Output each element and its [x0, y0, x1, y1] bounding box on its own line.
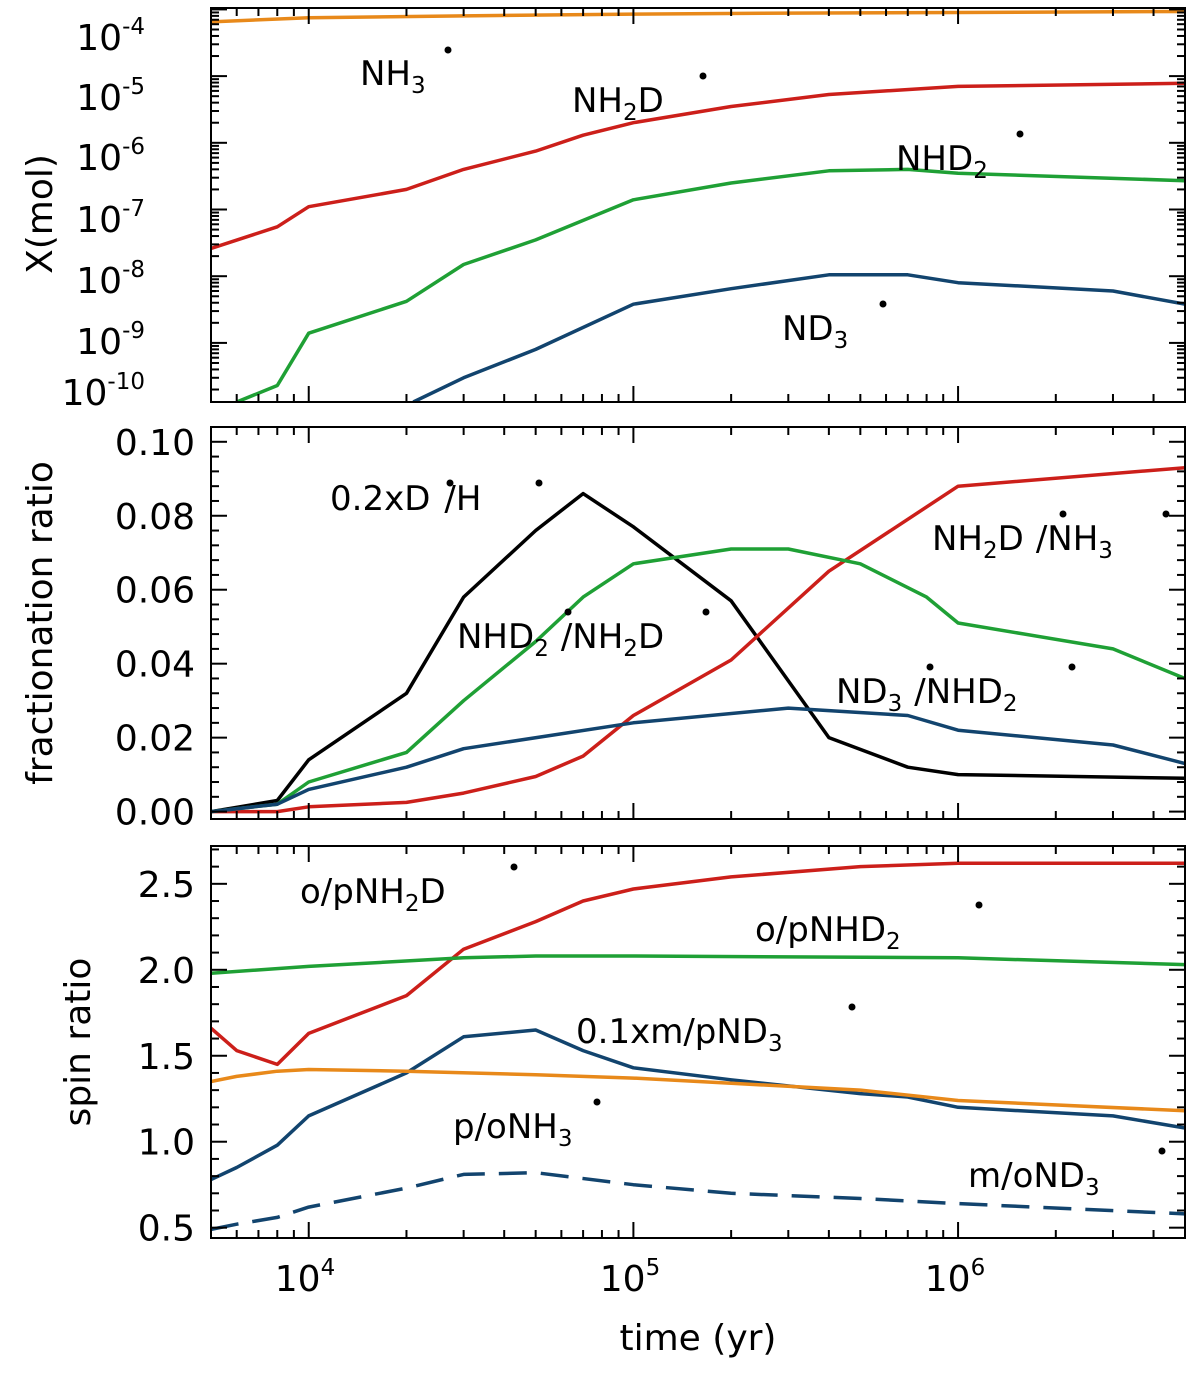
- ytick-label: 1.0: [138, 1123, 195, 1164]
- radical-dot: [535, 479, 543, 487]
- radical-dot: [593, 1098, 601, 1106]
- ytick-label: 10-6: [76, 134, 145, 179]
- ytick-label: 0.04: [115, 645, 195, 686]
- series-line-0-2xd-h-: [211, 491, 1185, 814]
- label-nd3: ND3: [782, 309, 848, 354]
- xtick-label: 105: [600, 1255, 660, 1300]
- radical-dot: [848, 1003, 856, 1011]
- xtick-label: 106: [925, 1255, 985, 1300]
- ylabel-spin: spin ratio: [58, 958, 99, 1127]
- label-nd3-nhd2: ND3/NHD2: [836, 672, 1018, 717]
- ytick-label: 2.5: [138, 865, 195, 906]
- ytick-label: 0.00: [115, 793, 195, 834]
- ytick-label: 0.08: [115, 497, 195, 538]
- xlabel-time: time (yr): [620, 1318, 777, 1359]
- radical-dot: [926, 663, 934, 671]
- ytick-label: 0.10: [115, 423, 195, 464]
- ytick-label: 10-10: [62, 369, 145, 414]
- series-line-o-pnh2d-: [211, 861, 1185, 1067]
- series-line-o-pnhd2-: [211, 954, 1185, 975]
- radical-dot: [879, 300, 887, 308]
- yticks-abundance: 10-10 10-9 10-8 10-7 10-6 10-5 10-4: [62, 14, 145, 414]
- series-line-nh3-: [211, 9, 1185, 24]
- radical-dot: [564, 608, 572, 616]
- ytick-label: 0.5: [138, 1209, 195, 1250]
- radical-dot: [1162, 510, 1170, 518]
- series-line-nh2d-: [211, 81, 1185, 251]
- radical-dot: [975, 901, 983, 909]
- ytick-label: 10-8: [76, 257, 145, 302]
- label-po-nh3: p/oNH3: [453, 1107, 572, 1152]
- series-line-nh2d-nh3-: [211, 465, 1185, 814]
- panel-spin-frame: [210, 845, 1186, 1239]
- series-line-nd3-: [412, 273, 1185, 402]
- label-nh2d-nh3: NH2D/NH3: [932, 519, 1113, 564]
- ytick-label: 1.5: [138, 1037, 195, 1078]
- label-mo-nd3: m/oND3: [968, 1156, 1100, 1201]
- ytick-label: 10-9: [76, 318, 145, 363]
- series-line-p-onh3-: [211, 1067, 1185, 1113]
- panel-fractionation-frame: [210, 426, 1186, 820]
- label-op-nhd2: o/pNHD2: [755, 910, 901, 955]
- radical-dot: [510, 863, 518, 871]
- ylabel-abundance: X(mol): [20, 154, 61, 274]
- panel-spin: spin ratio 0.5 1.0 1.5 2.0 2.5 o/pNH2D o/pNH…: [58, 845, 1186, 1359]
- ytick-label: 10-7: [76, 196, 145, 241]
- ytick-label: 0.02: [115, 719, 195, 760]
- ytick-label: 2.0: [138, 951, 195, 992]
- ytick-label: 0.06: [115, 571, 195, 612]
- yticks-fractionation: 0.00 0.02 0.04 0.06 0.08 0.10: [115, 423, 195, 834]
- label-nh3: NH3: [360, 54, 426, 99]
- xticks-time: 104 105 106: [275, 1255, 985, 1300]
- label-op-nh2d: o/pNH2D: [300, 872, 446, 917]
- series-line-nhd2-nh2d-: [211, 547, 1185, 814]
- yticks-spin: 0.5 1.0 1.5 2.0 2.5: [138, 865, 195, 1250]
- panel-fractionation: fractionation ratio 0.00 0.02 0.04 0.06 0.08…: [20, 423, 1186, 834]
- series-line-nd3-nhd2-: [211, 706, 1185, 814]
- radical-dot: [444, 46, 452, 54]
- radical-dot: [1158, 1147, 1166, 1155]
- label-nhd2-nh2d: NHD2/NH2D: [457, 617, 664, 662]
- xtick-label: 104: [275, 1255, 335, 1300]
- label-d-h: 0.2xD/H: [330, 479, 481, 519]
- series-line-m-ond3-: [211, 1170, 1185, 1232]
- radical-dot: [1068, 663, 1076, 671]
- radical-dot: [1059, 510, 1067, 518]
- ytick-label: 10-4: [76, 14, 145, 59]
- radical-dot: [1016, 130, 1024, 138]
- ylabel-fractionation: fractionation ratio: [20, 461, 61, 785]
- radical-dot: [699, 72, 707, 80]
- label-mp-nd3: 0.1xm/pND3: [576, 1012, 783, 1057]
- ytick-label: 10-5: [76, 74, 145, 119]
- label-nhd2: NHD2: [896, 139, 988, 184]
- label-nh2d: NH2D: [572, 81, 664, 126]
- panel-abundance: X(mol) 10-10 10-9 10-8 10-7 10-6 10-5 10…: [20, 7, 1186, 414]
- radical-dot: [446, 479, 454, 487]
- series-line-0-1xm-pnd3-: [211, 1028, 1185, 1182]
- series-line-nhd2-: [236, 167, 1185, 402]
- panel-abundance-frame: [210, 7, 1186, 403]
- radical-dot: [702, 608, 710, 616]
